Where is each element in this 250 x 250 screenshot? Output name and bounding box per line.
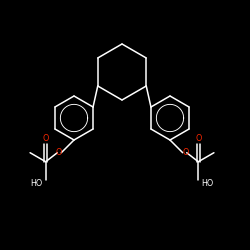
Text: O: O (42, 134, 49, 143)
Text: O: O (55, 148, 62, 157)
Text: HO: HO (30, 179, 43, 188)
Text: O: O (195, 134, 202, 143)
Text: O: O (182, 148, 189, 157)
Text: HO: HO (201, 179, 213, 188)
